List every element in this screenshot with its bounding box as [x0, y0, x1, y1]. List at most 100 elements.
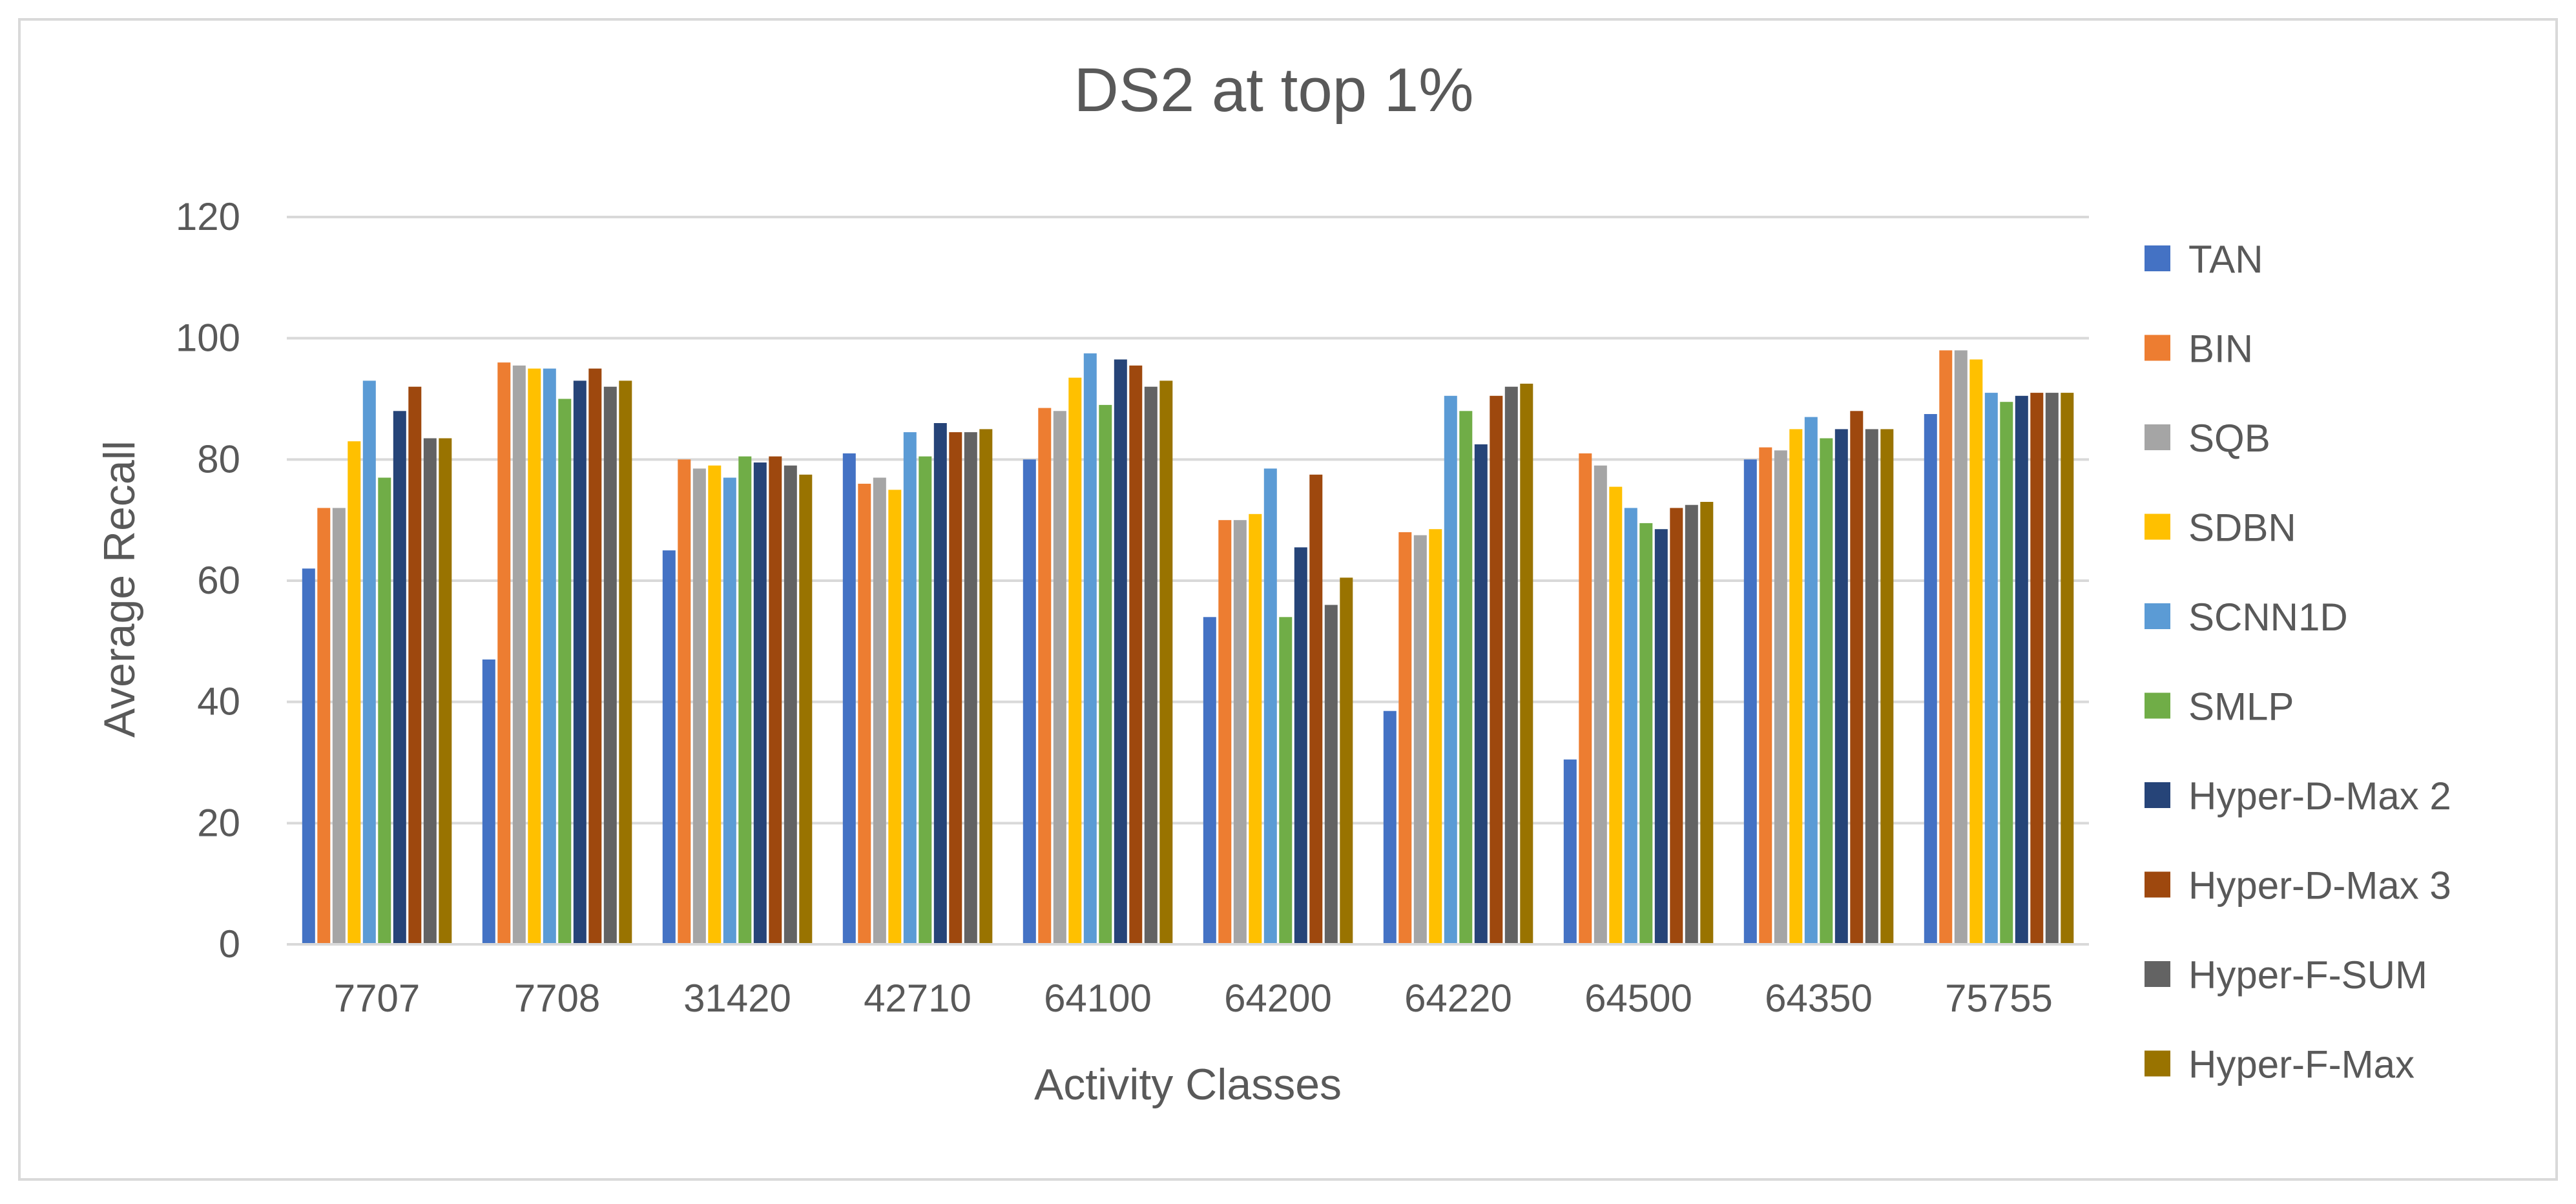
- bar-tan-7707: [302, 568, 315, 944]
- bar-hyper-d-max-2-7708: [573, 380, 587, 944]
- bar-smlp-7708: [558, 399, 572, 944]
- bar-sqb-31420: [692, 468, 706, 944]
- y-tick-label: 40: [197, 680, 240, 723]
- x-tick-label: 42710: [864, 977, 971, 1020]
- bar-bin-7707: [317, 508, 331, 944]
- legend-swatch: [2145, 335, 2170, 361]
- bar-hyper-f-sum-31420: [784, 465, 797, 944]
- x-tick-label: 75755: [1945, 977, 2053, 1020]
- legend: TAN BIN SQB SDBN SCNN1D SMLP Hyper-D-Max 2 Hype…: [2145, 238, 2451, 1086]
- x-tick-label: 64100: [1044, 977, 1152, 1020]
- legend-swatch: [2145, 245, 2170, 271]
- bar-sdbn-75755: [1969, 359, 1983, 944]
- bar-smlp-75755: [2000, 402, 2013, 944]
- legend-label: SDBN: [2188, 506, 2296, 550]
- legend-label: Hyper-D-Max 3: [2188, 864, 2451, 908]
- bar-hyper-f-max-7707: [439, 438, 452, 944]
- bar-sdbn-7707: [348, 441, 361, 944]
- bar-hyper-f-sum-75755: [2045, 393, 2059, 944]
- bar-hyper-d-max-3-64220: [1490, 395, 1503, 944]
- bar-hyper-f-sum-7708: [603, 386, 617, 944]
- legend-swatch: [2145, 603, 2170, 629]
- bar-bin-7708: [497, 362, 511, 944]
- chart-title: DS2 at top 1%: [1074, 56, 1473, 125]
- bar-chart: DS2 at top 1% 0 20 40 60 80 100 120 7707 7708 31…: [95, 56, 2451, 1109]
- bar-tan-31420: [662, 550, 676, 944]
- bar-sdbn-42710: [888, 490, 902, 945]
- legend-label: Hyper-D-Max 2: [2188, 774, 2451, 818]
- bar-hyper-f-sum-7707: [423, 438, 437, 944]
- bar-hyper-f-sum-42710: [964, 432, 977, 944]
- legend-label: Hyper-F-SUM: [2188, 953, 2427, 997]
- gridlines: [287, 216, 2089, 825]
- bar-smlp-31420: [738, 456, 752, 944]
- bar-tan-7708: [482, 659, 495, 944]
- bar-scnn1d-7708: [543, 368, 556, 944]
- bar-hyper-d-max-3-75755: [2030, 393, 2044, 944]
- x-axis-ticks: 7707 7708 31420 42710 64100 64200 64220 64500 64…: [334, 977, 2053, 1020]
- y-tick-label: 120: [176, 195, 240, 238]
- bar-smlp-64220: [1459, 411, 1473, 944]
- y-tick-label: 60: [197, 559, 240, 602]
- x-tick-label: 31420: [683, 977, 791, 1020]
- bar-sqb-42710: [873, 477, 886, 944]
- bar-smlp-64200: [1279, 617, 1293, 944]
- bar-sqb-7707: [332, 508, 346, 944]
- legend-label: SMLP: [2188, 685, 2294, 729]
- bar-bin-64100: [1038, 408, 1052, 944]
- legend-swatch: [2145, 692, 2170, 719]
- bar-hyper-f-sum-64220: [1504, 386, 1518, 944]
- legend-label: Hyper-F-Max: [2188, 1043, 2415, 1086]
- legend-label: BIN: [2188, 327, 2253, 371]
- bar-hyper-d-max-2-31420: [753, 462, 767, 944]
- bar-tan-64350: [1743, 459, 1757, 944]
- bar-hyper-f-max-42710: [979, 429, 993, 944]
- bar-hyper-d-max-2-42710: [933, 423, 947, 944]
- bar-scnn1d-75755: [1984, 393, 1998, 944]
- legend-swatch: [2145, 514, 2170, 540]
- bar-hyper-d-max-3-31420: [769, 456, 782, 944]
- bar-smlp-64500: [1639, 523, 1653, 944]
- bar-smlp-64100: [1099, 404, 1112, 944]
- y-tick-label: 0: [219, 922, 240, 966]
- bar-hyper-d-max-3-7708: [588, 368, 602, 944]
- bar-hyper-d-max-3-7707: [408, 386, 422, 944]
- bar-hyper-f-sum-64500: [1685, 504, 1698, 944]
- bar-hyper-f-max-31420: [799, 474, 813, 944]
- bar-tan-64100: [1023, 459, 1036, 944]
- bar-sdbn-64500: [1609, 486, 1623, 944]
- bar-bin-64200: [1218, 520, 1232, 944]
- bar-tan-64200: [1203, 617, 1216, 944]
- bar-sqb-64220: [1413, 535, 1427, 944]
- bar-tan-64220: [1383, 711, 1397, 944]
- bars: [302, 350, 2074, 945]
- bar-smlp-42710: [919, 456, 932, 944]
- bar-sdbn-31420: [708, 465, 722, 944]
- legend-label: TAN: [2188, 238, 2263, 281]
- bar-hyper-d-max-3-64100: [1129, 365, 1143, 944]
- y-axis-ticks: 0 20 40 60 80 100 120: [176, 195, 240, 966]
- bar-hyper-d-max-2-64200: [1294, 547, 1307, 944]
- bar-hyper-f-sum-64100: [1144, 386, 1158, 944]
- bar-sqb-64200: [1233, 520, 1247, 944]
- bar-scnn1d-31420: [723, 477, 736, 944]
- bar-sqb-64500: [1594, 465, 1607, 944]
- bar-hyper-d-max-3-64200: [1309, 474, 1323, 944]
- bar-hyper-f-sum-64200: [1324, 605, 1338, 944]
- bar-hyper-d-max-2-7707: [393, 411, 406, 944]
- bar-smlp-7707: [378, 477, 391, 944]
- bar-smlp-64350: [1820, 438, 1833, 944]
- bar-sdbn-64350: [1789, 429, 1803, 944]
- y-tick-label: 80: [197, 437, 240, 481]
- y-tick-label: 100: [176, 317, 240, 360]
- chart-frame: DS2 at top 1% 0 20 40 60 80 100 120 7707 7708 31…: [18, 18, 2558, 1181]
- legend-swatch: [2145, 961, 2170, 987]
- x-tick-label: 7708: [514, 977, 600, 1020]
- x-axis-title: Activity Classes: [1034, 1060, 1342, 1109]
- bar-sqb-7708: [512, 365, 526, 944]
- legend-swatch: [2145, 782, 2170, 808]
- y-axis-title: Average Recall: [95, 441, 144, 738]
- x-tick-label: 64220: [1404, 977, 1512, 1020]
- bar-hyper-f-sum-64350: [1865, 429, 1878, 944]
- x-tick-label: 64500: [1584, 977, 1692, 1020]
